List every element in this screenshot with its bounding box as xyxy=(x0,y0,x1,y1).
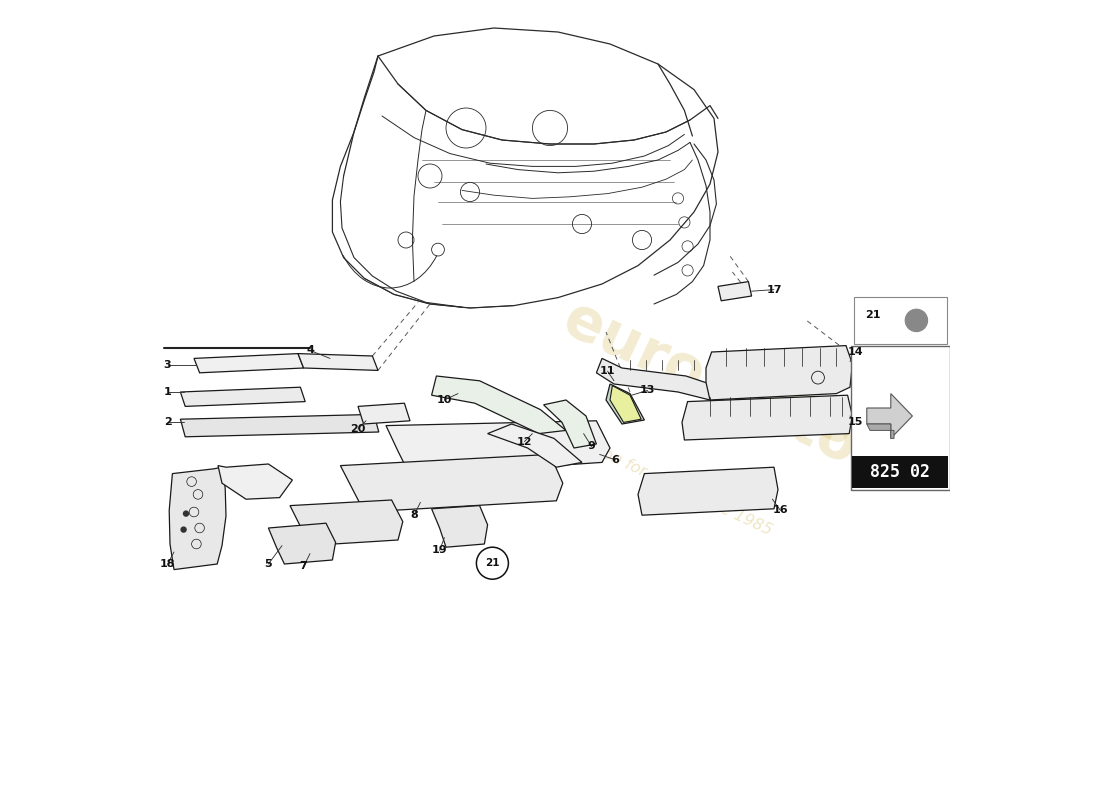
Text: euromoto: euromoto xyxy=(553,290,867,478)
Text: 10: 10 xyxy=(437,395,452,405)
Polygon shape xyxy=(606,384,645,424)
Polygon shape xyxy=(718,282,751,301)
Text: 5: 5 xyxy=(265,559,272,569)
Polygon shape xyxy=(218,464,293,499)
Text: 17: 17 xyxy=(767,285,782,294)
Text: 21: 21 xyxy=(485,558,499,568)
Polygon shape xyxy=(386,421,610,475)
Polygon shape xyxy=(358,403,410,424)
FancyBboxPatch shape xyxy=(854,297,947,344)
Polygon shape xyxy=(543,400,596,448)
Text: 14: 14 xyxy=(848,347,864,357)
Polygon shape xyxy=(487,424,582,467)
Text: 1: 1 xyxy=(164,387,172,397)
Polygon shape xyxy=(169,467,226,570)
Polygon shape xyxy=(596,358,722,402)
Polygon shape xyxy=(298,354,378,370)
Text: 16: 16 xyxy=(772,506,789,515)
Polygon shape xyxy=(180,387,305,406)
Text: 9: 9 xyxy=(587,442,595,451)
Text: 6: 6 xyxy=(612,455,619,465)
FancyBboxPatch shape xyxy=(852,456,948,488)
Text: 4: 4 xyxy=(306,346,313,355)
Polygon shape xyxy=(867,394,912,438)
Polygon shape xyxy=(340,454,563,512)
Circle shape xyxy=(905,310,927,332)
Text: 21: 21 xyxy=(866,310,881,320)
Text: a passion for parts since 1985: a passion for parts since 1985 xyxy=(549,422,774,538)
Polygon shape xyxy=(867,424,894,438)
Circle shape xyxy=(180,526,187,533)
Polygon shape xyxy=(431,506,487,547)
Polygon shape xyxy=(268,523,336,564)
Text: 18: 18 xyxy=(160,559,175,569)
Polygon shape xyxy=(610,386,641,422)
Polygon shape xyxy=(638,467,778,515)
Text: 15: 15 xyxy=(848,418,864,427)
Text: 2: 2 xyxy=(164,417,172,426)
Text: 19: 19 xyxy=(432,546,448,555)
Text: Res: Res xyxy=(732,357,865,459)
Text: 3: 3 xyxy=(164,360,172,370)
Polygon shape xyxy=(431,376,566,434)
Text: 13: 13 xyxy=(640,386,656,395)
Text: 11: 11 xyxy=(600,366,615,376)
Text: 8: 8 xyxy=(410,510,418,520)
Text: 825 02: 825 02 xyxy=(870,463,931,481)
Polygon shape xyxy=(682,395,852,440)
Text: 7: 7 xyxy=(299,562,308,571)
Polygon shape xyxy=(194,354,304,373)
Text: 20: 20 xyxy=(350,424,365,434)
Polygon shape xyxy=(290,500,403,546)
Polygon shape xyxy=(706,346,852,400)
FancyBboxPatch shape xyxy=(850,346,950,490)
Circle shape xyxy=(183,510,189,517)
Polygon shape xyxy=(180,414,378,437)
Text: 12: 12 xyxy=(517,437,532,446)
